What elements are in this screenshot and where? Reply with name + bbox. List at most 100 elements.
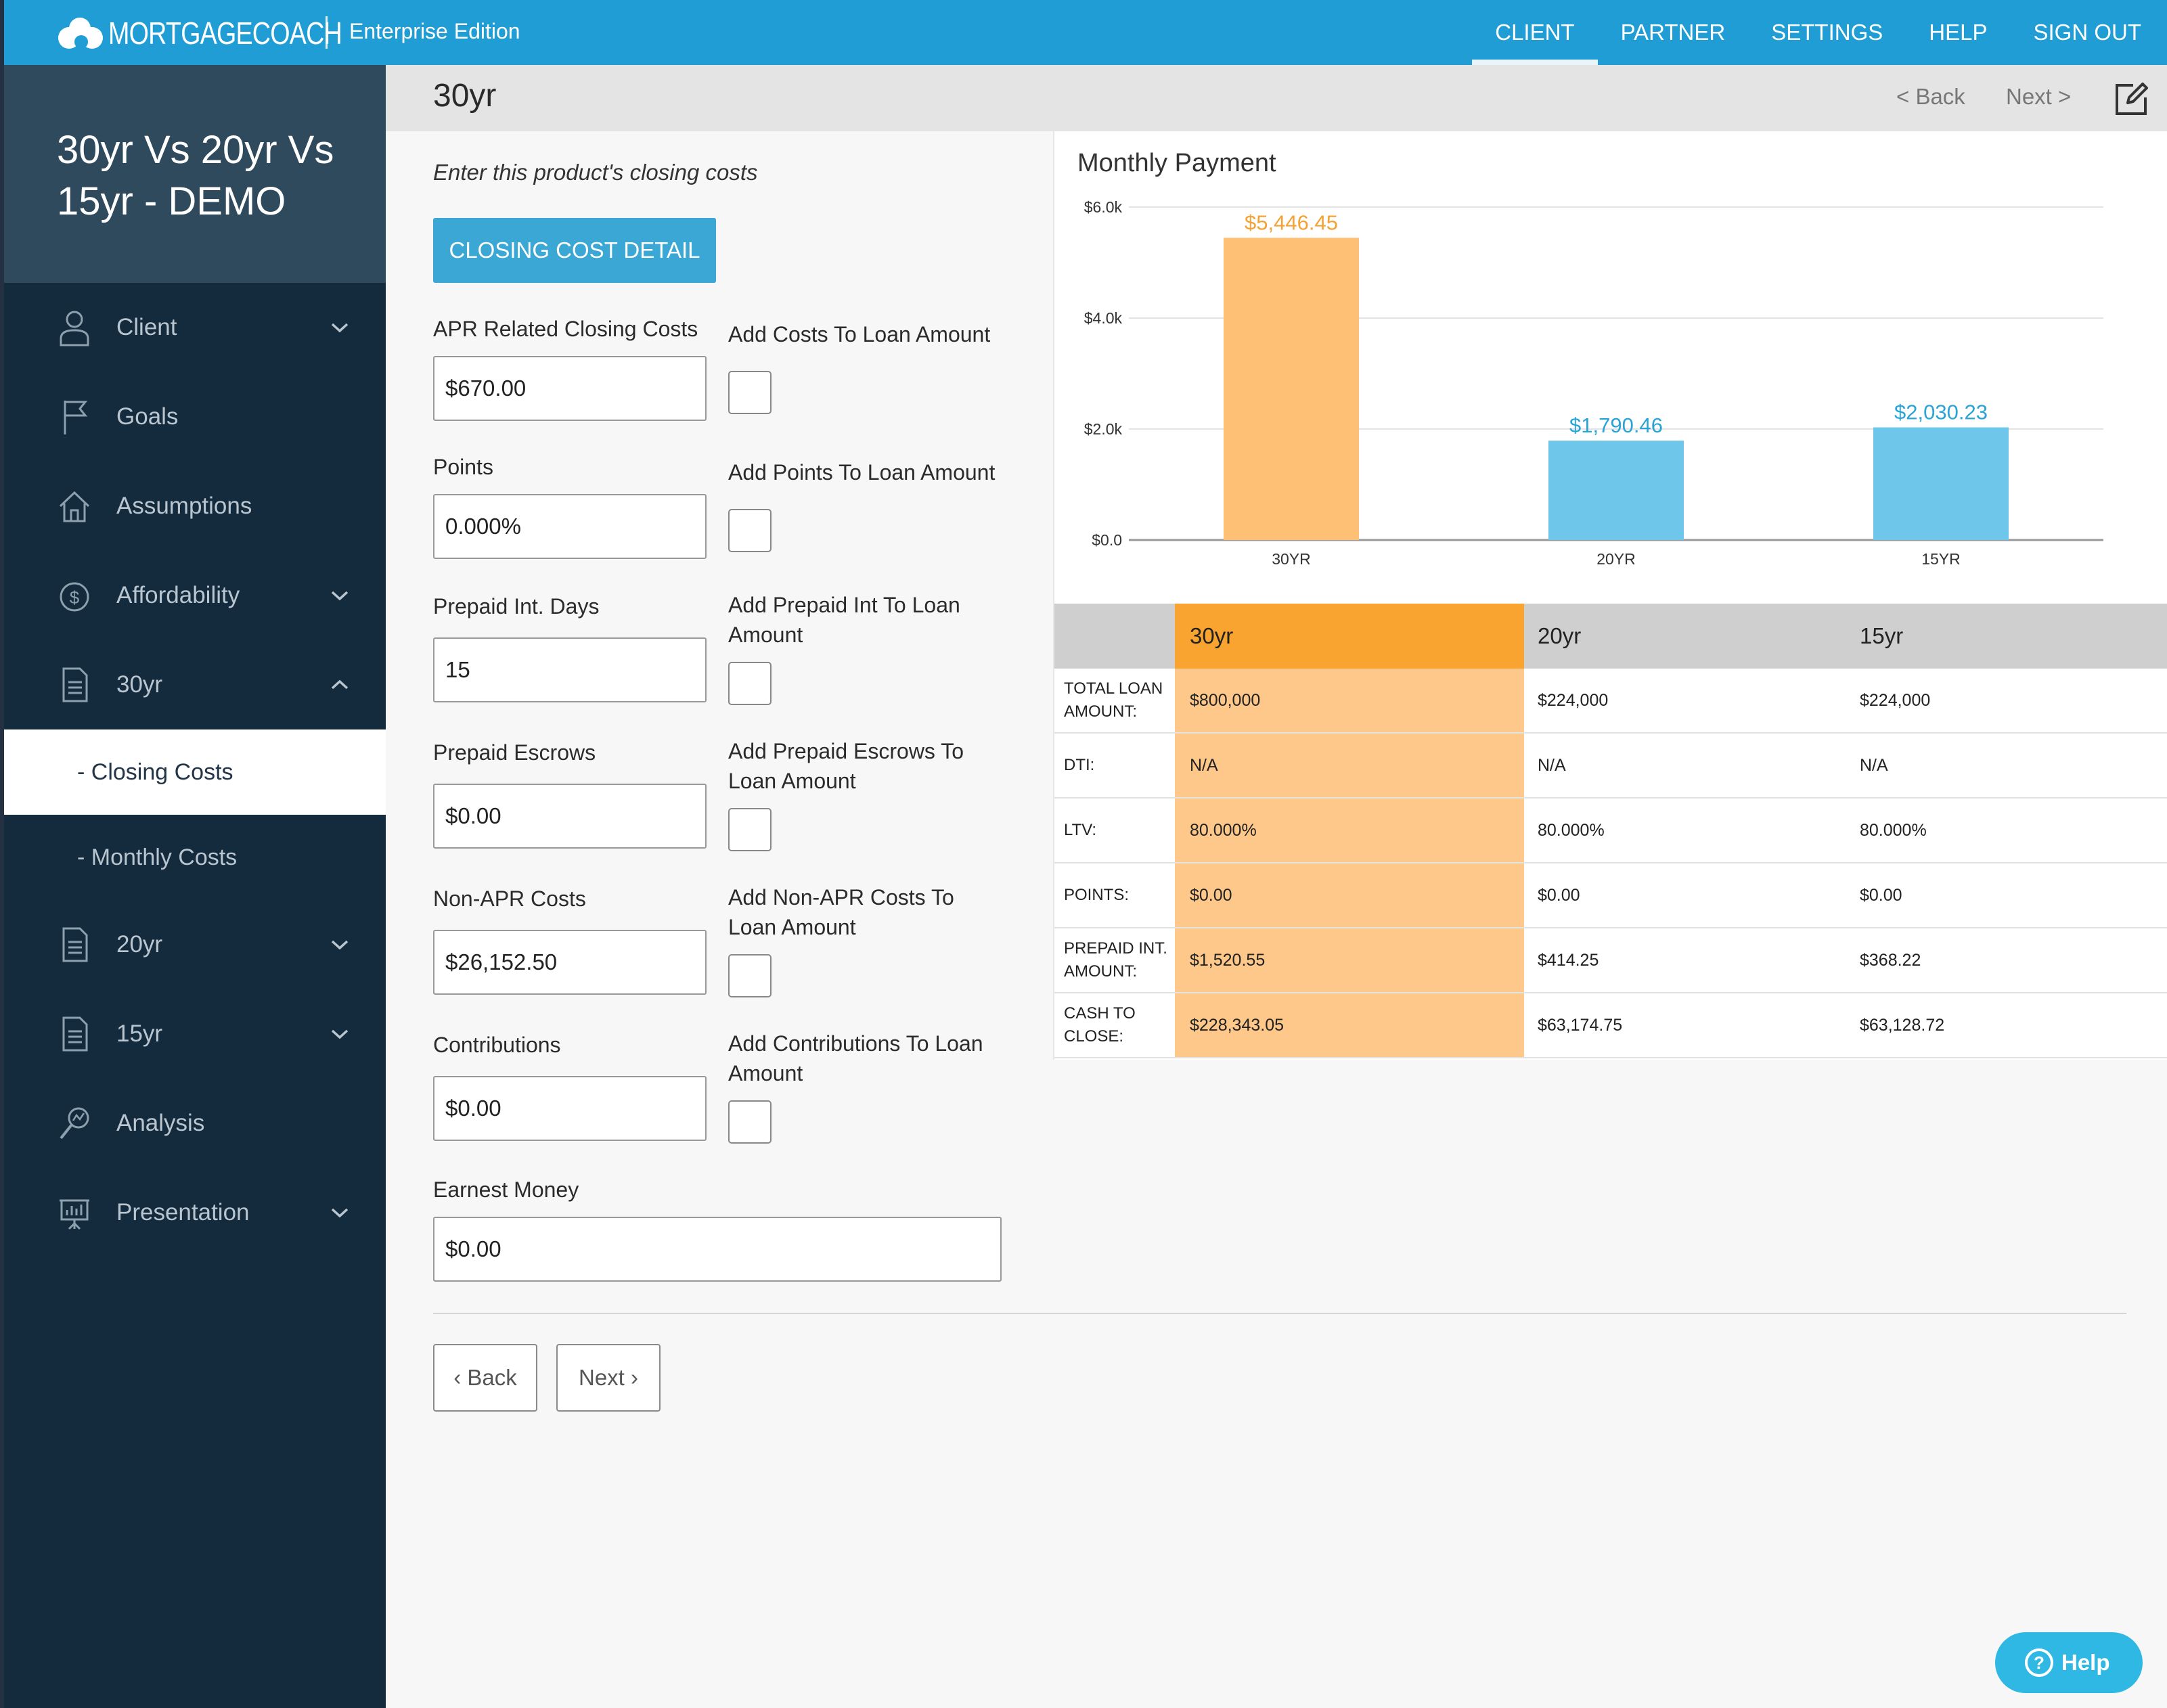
sidebar-item-label: Assumptions xyxy=(116,493,252,519)
chevron-down-icon xyxy=(331,940,349,950)
document-icon xyxy=(62,927,88,962)
top-navbar: MORTGAGECOACH Enterprise Edition CLIENT … xyxy=(4,0,2167,65)
escrows-add-to-loan-label-line2: Loan Amount xyxy=(728,769,856,793)
sidebar-item-goals[interactable]: Goals xyxy=(4,372,386,462)
edit-icon[interactable] xyxy=(2113,80,2151,118)
table-row: POINTS: $0.00 $0.00 $0.00 xyxy=(1054,863,2167,928)
bar-value-label: $1,790.46 xyxy=(1569,413,1663,437)
document-icon xyxy=(62,1016,88,1052)
sidebar-item-presentation[interactable]: Presentation xyxy=(4,1168,386,1257)
table-cell-20yr: $414.25 xyxy=(1538,950,1599,970)
sidebar-item-30yr[interactable]: 30yr xyxy=(4,640,386,729)
sidebar-subitem-monthly-costs[interactable]: - Monthly Costs xyxy=(77,844,238,870)
table-cell-30yr: 80.000% xyxy=(1175,799,1524,862)
points-add-to-loan-label: Add Points To Loan Amount xyxy=(728,460,996,485)
prepaid-add-to-loan-label-line2: Amount xyxy=(728,623,803,647)
sidebar-item-client[interactable]: Client xyxy=(4,283,386,372)
x-tick-label: 30YR xyxy=(1272,550,1311,568)
app-window: MORTGAGECOACH Enterprise Edition CLIENT … xyxy=(4,0,2167,1708)
header-next-link[interactable]: Next > xyxy=(2006,84,2072,109)
document-icon xyxy=(62,667,88,702)
monthly-payment-chart: $0.0 $2.0k $4.0k $6.0k $5,446.45 30YR $1,790.4… xyxy=(1084,198,2103,568)
logo-text: MORTGAGECOACH xyxy=(108,16,342,51)
header-back-link[interactable]: < Back xyxy=(1896,84,1965,109)
y-tick-label: $6.0k xyxy=(1084,198,1123,216)
sidebar-header: 30yr Vs 20yr Vs 15yr - DEMO xyxy=(4,65,386,283)
table-header-20yr: 20yr xyxy=(1538,623,1582,648)
escrows-input[interactable]: $0.00 xyxy=(433,784,707,849)
apr-costs-label: APR Related Closing Costs xyxy=(433,317,698,341)
table-row: TOTAL LOAN AMOUNT: $800,000 $224,000 $224,0… xyxy=(1054,669,2167,734)
top-nav-menu: CLIENT PARTNER SETTINGS HELP SIGN OUT xyxy=(1472,0,2167,65)
table-cell-20yr: $224,000 xyxy=(1538,690,1609,710)
table-cell-30yr: $800,000 xyxy=(1175,669,1524,732)
table-row: PREPAID INT. AMOUNT: $1,520.55 $414.25 $368… xyxy=(1054,928,2167,993)
apr-costs-input[interactable]: $670.00 xyxy=(433,356,707,421)
escrows-add-to-loan-checkbox[interactable] xyxy=(728,808,772,851)
table-row: LTV: 80.000% 80.000% 80.000% xyxy=(1054,799,2167,863)
next-button[interactable]: Next › xyxy=(556,1344,661,1412)
table-row: CASH TO CLOSE: $228,343.05 $63,174.75 $63,1… xyxy=(1054,993,2167,1058)
comparison-panel: Monthly Payment $0.0 $2.0k $4.0k $6.0k $5,44… xyxy=(1053,131,2167,1060)
nav-help[interactable]: HELP xyxy=(1929,20,1988,45)
sidebar-item-affordability[interactable]: $ Affordability xyxy=(4,551,386,640)
help-widget-button[interactable]: ? Help xyxy=(1995,1632,2143,1693)
sidebar-item-label: 30yr xyxy=(116,671,163,698)
x-tick-label: 15YR xyxy=(1921,550,1961,568)
sidebar-item-20yr[interactable]: 20yr xyxy=(4,900,386,989)
table-cell-20yr: $63,174.75 xyxy=(1538,1015,1623,1035)
help-widget-label: Help xyxy=(2061,1650,2110,1675)
sidebar-item-15yr[interactable]: 15yr xyxy=(4,989,386,1079)
form-divider xyxy=(433,1313,2126,1314)
prepaid-add-to-loan-checkbox[interactable] xyxy=(728,662,772,705)
contributions-add-to-loan-label-line1: Add Contributions To Loan xyxy=(728,1031,983,1056)
table-row-label: TOTAL LOAN AMOUNT: xyxy=(1064,679,1163,721)
sidebar-item-assumptions[interactable]: Assumptions xyxy=(4,462,386,551)
closing-cost-detail-button[interactable]: CLOSING COST DETAIL xyxy=(433,218,716,283)
contributions-input[interactable]: $0.00 xyxy=(433,1076,707,1141)
table-cell-15yr: $224,000 xyxy=(1860,690,1931,710)
sidebar-item-analysis[interactable]: Analysis xyxy=(4,1079,386,1168)
table-cell-20yr: 80.000% xyxy=(1538,820,1605,840)
points-input[interactable]: 0.000% xyxy=(433,494,707,559)
escrows-label: Prepaid Escrows xyxy=(433,740,596,765)
prepaid-add-to-loan-label-line1: Add Prepaid Int To Loan xyxy=(728,593,960,617)
table-cell-15yr: $0.00 xyxy=(1860,885,1902,905)
table-cell-15yr: $63,128.72 xyxy=(1860,1015,1945,1035)
contributions-add-to-loan-checkbox[interactable] xyxy=(728,1100,772,1144)
table-cell-20yr: $0.00 xyxy=(1538,885,1580,905)
table-row-label: DTI: xyxy=(1064,756,1095,774)
edition-label: Enterprise Edition xyxy=(349,19,520,43)
earnest-money-input[interactable]: $0.00 xyxy=(433,1217,1002,1282)
nav-partner[interactable]: PARTNER xyxy=(1620,20,1726,45)
nonapr-add-to-loan-checkbox[interactable] xyxy=(728,954,772,997)
nonapr-costs-input[interactable]: $26,152.50 xyxy=(433,930,707,995)
table-row-label: CASH TO CLOSE: xyxy=(1064,1004,1136,1046)
x-tick-label: 20YR xyxy=(1596,550,1636,568)
bar-30yr xyxy=(1224,238,1359,540)
scenario-title-line2: 15yr - DEMO xyxy=(57,179,286,223)
table-row: DTI: N/A N/A N/A xyxy=(1054,734,2167,799)
chevron-down-icon xyxy=(331,1029,349,1039)
table-cell-15yr: N/A xyxy=(1860,755,1888,775)
comparison-table: 30yr 20yr 15yr TOTAL LOAN AMOUNT: $800,00… xyxy=(1054,604,2167,1058)
sidebar-subitem-closing-costs[interactable]: - Closing Costs xyxy=(4,729,386,815)
apr-add-to-loan-checkbox[interactable] xyxy=(728,371,772,414)
table-cell-20yr: N/A xyxy=(1538,755,1566,775)
nav-sign-out[interactable]: SIGN OUT xyxy=(2033,20,2141,45)
table-cell-30yr: $228,343.05 xyxy=(1175,993,1524,1057)
table-row-label: PREPAID INT. AMOUNT: xyxy=(1064,939,1167,981)
table-header-blank xyxy=(1054,604,1175,669)
nav-settings[interactable]: SETTINGS xyxy=(1771,20,1883,45)
y-tick-label: $2.0k xyxy=(1084,420,1123,438)
prepaid-days-input[interactable]: 15 xyxy=(433,637,707,702)
points-add-to-loan-checkbox[interactable] xyxy=(728,509,772,552)
logo-mark-icon xyxy=(58,18,104,49)
table-header-30yr: 30yr xyxy=(1175,604,1524,669)
mortgagecoach-logo[interactable]: MORTGAGECOACH xyxy=(58,16,393,51)
y-tick-label: $4.0k xyxy=(1084,309,1123,327)
back-button[interactable]: ‹ Back xyxy=(433,1344,537,1412)
prepaid-days-label: Prepaid Int. Days xyxy=(433,594,600,619)
nav-client[interactable]: CLIENT xyxy=(1472,0,1598,65)
nonapr-costs-label: Non-APR Costs xyxy=(433,886,586,911)
